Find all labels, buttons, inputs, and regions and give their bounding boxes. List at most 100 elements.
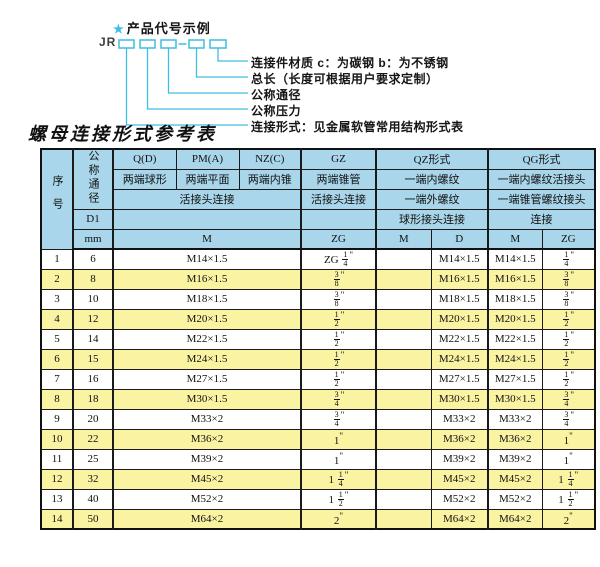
- cell-qz-d: M33×2: [430, 408, 489, 430]
- header-gz-sub: 两端锥管: [300, 168, 377, 190]
- cell-dn: 6: [72, 248, 114, 270]
- cell-qz-m: [375, 308, 432, 330]
- table-row: 14 50 M64×2 2" M64×2 M64×2 2": [40, 508, 596, 530]
- cell-qz-d: M64×2: [430, 508, 489, 530]
- code-box: [209, 39, 227, 49]
- header-d1: D1: [72, 208, 114, 230]
- cell-qg-m: M22×1.5: [487, 328, 543, 350]
- cell-no: 12: [40, 468, 74, 490]
- cell-m: M64×2: [112, 508, 302, 530]
- header-qz-d: D: [430, 228, 489, 250]
- cell-no: 9: [40, 408, 74, 430]
- table-row: 2 8 M16×1.5 3 8 " M16×1.5 M16×1.5 3 8 ": [40, 268, 596, 290]
- reference-table: 序号 公称通径 Q(D) PM(A) NZ(C) GZ QZ形式 QG形式 两端…: [40, 148, 597, 530]
- cell-dn: 16: [72, 368, 114, 390]
- cell-qg-m: M45×2: [487, 468, 543, 490]
- cell-m: M20×1.5: [112, 308, 302, 330]
- cell-qz-m: [375, 468, 432, 490]
- callout-label-length: 总长（长度可根据用户要求定制）: [251, 72, 439, 86]
- diagram-heading: ★ 产品代号示例: [113, 18, 211, 37]
- cell-m: M16×1.5: [112, 268, 302, 290]
- cell-qg-m: M64×2: [487, 508, 543, 530]
- callout-line: [146, 48, 248, 110]
- code-box: [118, 39, 135, 49]
- cell-gz: 1 2 ": [300, 348, 377, 370]
- table-row: 7 16 M27×1.5 1 2 " M27×1.5 M27×1.5 1 2 ": [40, 368, 596, 390]
- cell-gz: 1 1 4 ": [300, 468, 377, 490]
- cell-no: 3: [40, 288, 74, 310]
- cell-qz-d: M27×1.5: [430, 368, 489, 390]
- callout-label-pressure: 公称压力: [251, 104, 302, 118]
- cell-qg-zg: 3 8 ": [541, 268, 596, 290]
- cell-qg-zg: 1 2 ": [541, 368, 596, 390]
- cell-qz-d: M52×2: [430, 488, 489, 510]
- cell-m: M14×1.5: [112, 248, 302, 270]
- header-q-sub: 两端球形: [112, 168, 177, 190]
- cell-qz-d: M30×1.5: [430, 388, 489, 410]
- cell-dn: 22: [72, 428, 114, 450]
- cell-m: M33×2: [112, 408, 302, 430]
- header-qz-sub2: 一端外螺纹: [374, 188, 489, 210]
- header-dn: 公称通径: [72, 148, 114, 210]
- header-qz-m: M: [375, 228, 432, 250]
- cell-qg-m: M24×1.5: [487, 348, 543, 370]
- cell-no: 4: [40, 308, 74, 330]
- cell-dn: 8: [72, 268, 114, 290]
- table-row: 8 18 M30×1.5 3 4 " M30×1.5 M30×1.5 3 4 ": [40, 388, 596, 410]
- cell-qg-zg: 3 8 ": [541, 288, 596, 310]
- cell-qg-zg: 1 1 4 ": [541, 468, 596, 490]
- cell-m: M22×1.5: [112, 328, 302, 350]
- cell-dn: 12: [72, 308, 114, 330]
- diagram-heading-text: 产品代号示例: [126, 21, 211, 36]
- header-blank-left: [112, 208, 302, 230]
- header-pm-sub: 两端平面: [175, 168, 240, 190]
- cell-qz-m: [375, 348, 432, 370]
- header-seq: 序号: [40, 148, 74, 250]
- table-row: 9 20 M33×2 3 4 " M33×2 M33×2 3 4 ": [40, 408, 596, 430]
- header-union-join: 活接头连接: [112, 188, 302, 210]
- cell-gz: 1 1 2 ": [300, 488, 377, 510]
- cell-qz-m: [375, 368, 432, 390]
- header-gz: GZ: [300, 148, 377, 170]
- cell-gz: 3 4 ": [300, 408, 377, 430]
- header-qg: QG形式: [487, 148, 596, 170]
- header-q: Q(D): [112, 148, 177, 170]
- cell-dn: 20: [72, 408, 114, 430]
- callout-line: [217, 48, 248, 62]
- cell-no: 5: [40, 328, 74, 350]
- callout-line: [195, 48, 248, 78]
- cell-qz-m: [375, 508, 432, 530]
- cell-dn: 32: [72, 468, 114, 490]
- header-nz-sub: 两端内锥: [238, 168, 302, 190]
- cell-no: 2: [40, 268, 74, 290]
- header-zg: ZG: [300, 228, 377, 250]
- code-box: [139, 39, 156, 49]
- cell-no: 8: [40, 388, 74, 410]
- header-qz-sub1: 一端内螺纹: [374, 168, 489, 190]
- cell-no: 13: [40, 488, 74, 510]
- cell-qg-zg: 1 1 2 ": [541, 488, 596, 510]
- callout-label-material: 连接件材质 c：为碳钢 b：为不锈钢: [251, 56, 449, 70]
- callout-label-diameter: 公称通径: [251, 88, 302, 102]
- cell-qg-m: M33×2: [487, 408, 543, 430]
- table-row: 4 12 M20×1.5 1 2 " M20×1.5 M20×1.5 1 2 ": [40, 308, 596, 330]
- cell-no: 10: [40, 428, 74, 450]
- cell-m: M24×1.5: [112, 348, 302, 370]
- header-qg-sub3: 连接: [487, 208, 596, 230]
- table-row: 6 15 M24×1.5 1 2 " M24×1.5 M24×1.5 1 2 ": [40, 348, 596, 370]
- cell-m: M39×2: [112, 448, 302, 470]
- cell-gz: 1": [300, 448, 377, 470]
- reference-table-wrap: 序号 公称通径 Q(D) PM(A) NZ(C) GZ QZ形式 QG形式 两端…: [40, 148, 597, 530]
- cell-qz-d: M18×1.5: [430, 288, 489, 310]
- header-qg-sub1: 一端内螺纹活接头: [487, 168, 596, 190]
- callout-line: [125, 48, 248, 126]
- code-prefix: JR: [99, 35, 117, 49]
- cell-qg-m: M27×1.5: [487, 368, 543, 390]
- table-body: 1 6 M14×1.5 ZG 1 4 " M14×1.5 M14×1.5 1 4 " 2 8 M16×1.…: [40, 248, 596, 530]
- cell-dn: 10: [72, 288, 114, 310]
- cell-dn: 18: [72, 388, 114, 410]
- table-row: 1 6 M14×1.5 ZG 1 4 " M14×1.5 M14×1.5 1 4 ": [40, 248, 596, 270]
- cell-gz: ZG 1 4 ": [300, 248, 377, 270]
- star-icon: ★: [113, 22, 125, 36]
- table-title: 螺母连接形式参考表: [28, 124, 217, 144]
